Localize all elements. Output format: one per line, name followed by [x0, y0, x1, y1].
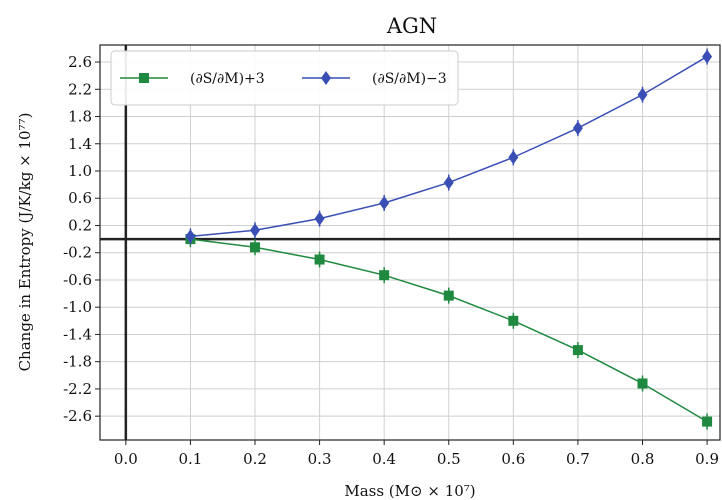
- y-tick-label: -1.0: [63, 298, 92, 316]
- zero-axes: [100, 45, 720, 440]
- x-tick-label: 0.3: [308, 450, 332, 468]
- y-tick-label: 1.4: [68, 135, 92, 153]
- y-tick-label: -0.6: [63, 271, 92, 289]
- series-layer: [185, 48, 713, 430]
- data-point: [314, 254, 325, 265]
- data-point: [508, 150, 519, 165]
- legend-marker: [321, 71, 331, 85]
- x-tick-label: 0.4: [372, 450, 396, 468]
- x-tick-label: 0.5: [437, 450, 461, 468]
- y-tick-label: 2.6: [68, 53, 92, 71]
- data-point: [379, 270, 390, 281]
- y-tick-label: 0.6: [68, 189, 92, 207]
- y-tick-label: 1.8: [68, 108, 92, 126]
- x-tick-label: 0.0: [114, 450, 138, 468]
- y-tick-label: -1.4: [63, 325, 92, 343]
- data-point: [637, 87, 648, 102]
- x-tick-label: 0.6: [501, 450, 525, 468]
- y-tick-label: 1.0: [68, 162, 92, 180]
- y-tick-label: -2.2: [63, 380, 92, 398]
- data-point: [443, 175, 454, 190]
- data-point: [508, 315, 519, 326]
- legend-box: [110, 50, 459, 106]
- y-axis-label: Change in Entropy (J/K/kg × 10⁷⁷): [16, 113, 34, 372]
- series-2: [185, 48, 713, 245]
- legend-label: (∂S/∂M)−3: [372, 71, 447, 87]
- x-tick-label: 0.8: [631, 450, 655, 468]
- y-tick-label: -1.8: [63, 353, 92, 371]
- x-tick-label: 0.7: [566, 450, 590, 468]
- chart-title: AGN: [386, 14, 437, 38]
- x-tick-label: 0.1: [178, 450, 202, 468]
- data-point: [572, 345, 583, 356]
- data-point: [702, 49, 713, 64]
- legend-marker: [139, 73, 149, 83]
- x-tick-labels: 0.0 0.1 0.2 0.3 0.4 0.5 0.6 0.7 0.8 0.9: [114, 440, 719, 468]
- y-tick-label: 2.2: [68, 80, 92, 98]
- data-point: [379, 196, 390, 210]
- y-tick-label: -0.2: [63, 244, 92, 262]
- x-tick-label: 0.2: [243, 450, 267, 468]
- data-point: [250, 242, 260, 253]
- legend: (∂S/∂M)+3 (∂S/∂M)−3: [110, 50, 459, 106]
- x-axis-label: Mass (M⊙ × 10⁷): [344, 482, 475, 500]
- data-point: [637, 378, 648, 389]
- y-tick-labels: 2.6 2.2 1.8 1.4 1.0 0.6 0.2 -0.2 -0.6 -1.0 -1.4 -1.…: [63, 53, 100, 425]
- data-point: [572, 121, 583, 136]
- legend-label: (∂S/∂M)+3: [190, 71, 265, 87]
- data-point: [314, 211, 325, 226]
- y-tick-label: 0.2: [68, 216, 92, 234]
- x-tick-label: 0.9: [695, 450, 719, 468]
- data-point: [702, 416, 713, 427]
- data-point: [443, 290, 454, 301]
- data-point: [250, 223, 260, 238]
- data-point: [185, 229, 196, 244]
- plot-frame: [99, 44, 721, 441]
- series-1: [185, 231, 713, 430]
- y-tick-label: -2.6: [63, 407, 92, 425]
